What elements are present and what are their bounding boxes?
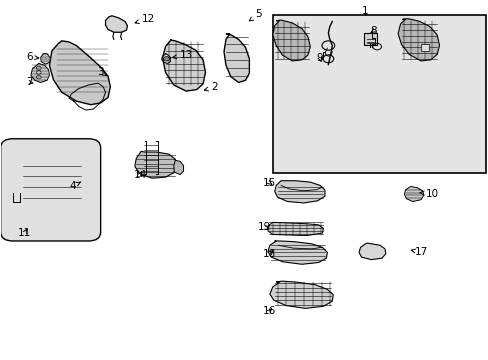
Text: 1: 1 bbox=[361, 6, 367, 17]
Text: 19: 19 bbox=[258, 222, 271, 232]
Polygon shape bbox=[397, 19, 439, 61]
Text: 6: 6 bbox=[26, 52, 39, 62]
Text: 7: 7 bbox=[26, 77, 33, 87]
Text: 5: 5 bbox=[249, 9, 261, 21]
Polygon shape bbox=[274, 181, 325, 203]
Circle shape bbox=[163, 57, 169, 61]
Polygon shape bbox=[49, 41, 110, 105]
Polygon shape bbox=[41, 54, 50, 64]
Text: 18: 18 bbox=[263, 248, 276, 258]
Text: 16: 16 bbox=[263, 306, 276, 316]
Text: 12: 12 bbox=[135, 14, 155, 24]
Polygon shape bbox=[31, 63, 49, 82]
Text: 11: 11 bbox=[18, 228, 31, 238]
Text: 2: 2 bbox=[204, 82, 218, 93]
Polygon shape bbox=[224, 34, 249, 82]
FancyBboxPatch shape bbox=[0, 139, 101, 241]
Text: 17: 17 bbox=[410, 247, 427, 257]
Polygon shape bbox=[173, 160, 183, 175]
Polygon shape bbox=[272, 20, 310, 61]
Text: 10: 10 bbox=[419, 189, 438, 199]
Polygon shape bbox=[358, 243, 385, 260]
Text: 8: 8 bbox=[369, 26, 376, 36]
Text: 4: 4 bbox=[69, 181, 81, 192]
FancyBboxPatch shape bbox=[420, 44, 428, 51]
Polygon shape bbox=[267, 241, 327, 264]
FancyBboxPatch shape bbox=[364, 33, 376, 45]
Polygon shape bbox=[105, 16, 127, 32]
Text: 9: 9 bbox=[316, 53, 323, 63]
Text: 14: 14 bbox=[133, 170, 146, 180]
Polygon shape bbox=[404, 186, 423, 202]
Polygon shape bbox=[135, 151, 176, 178]
FancyBboxPatch shape bbox=[272, 15, 485, 173]
Polygon shape bbox=[269, 281, 332, 309]
Text: 13: 13 bbox=[172, 50, 193, 60]
Polygon shape bbox=[162, 40, 205, 91]
Polygon shape bbox=[267, 222, 323, 235]
Text: 3: 3 bbox=[97, 67, 106, 77]
Text: 15: 15 bbox=[263, 178, 276, 188]
